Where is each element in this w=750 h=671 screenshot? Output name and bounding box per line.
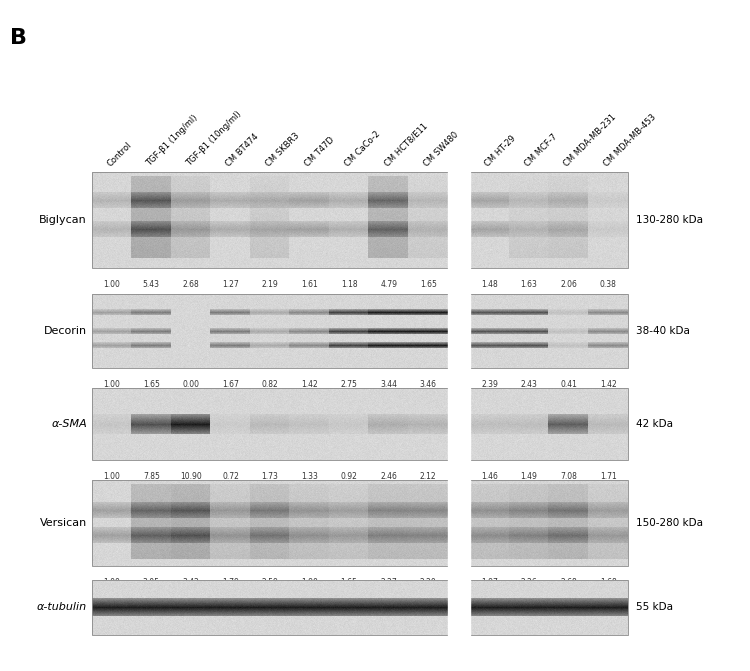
- Text: 1.65: 1.65: [420, 280, 436, 289]
- Text: 1.27: 1.27: [222, 280, 238, 289]
- Text: 1.33: 1.33: [302, 472, 318, 481]
- Text: 0.72: 0.72: [222, 472, 239, 481]
- Text: TGF-β1 (10ng/ml): TGF-β1 (10ng/ml): [184, 109, 243, 168]
- Text: 1.18: 1.18: [340, 280, 358, 289]
- Text: 1.00: 1.00: [104, 578, 120, 587]
- Bar: [92, 172, 628, 268]
- Text: 1.00: 1.00: [104, 472, 120, 481]
- Text: 0.00: 0.00: [182, 380, 200, 389]
- Text: α-tubulin: α-tubulin: [37, 603, 87, 613]
- Text: CM HT-29: CM HT-29: [483, 134, 518, 168]
- Text: CM T47D: CM T47D: [303, 135, 336, 168]
- Text: 1.61: 1.61: [302, 280, 318, 289]
- Text: 1.68: 1.68: [600, 578, 616, 587]
- Text: 2.19: 2.19: [262, 280, 278, 289]
- Text: 1.79: 1.79: [222, 578, 239, 587]
- Text: 7.85: 7.85: [143, 472, 160, 481]
- Text: 150-280 kDa: 150-280 kDa: [636, 518, 703, 528]
- Text: 3.46: 3.46: [420, 380, 436, 389]
- Text: Biglycan: Biglycan: [39, 215, 87, 225]
- Text: CM SW480: CM SW480: [422, 130, 460, 168]
- Text: 2.59: 2.59: [262, 578, 278, 587]
- Text: 1.73: 1.73: [262, 472, 278, 481]
- Text: 1.00: 1.00: [104, 380, 120, 389]
- Text: 1.49: 1.49: [520, 472, 538, 481]
- Text: 2.26: 2.26: [520, 578, 538, 587]
- Text: 2.46: 2.46: [380, 472, 397, 481]
- Bar: [92, 480, 628, 566]
- Text: 2.68: 2.68: [560, 578, 577, 587]
- Text: 1.97: 1.97: [481, 578, 498, 587]
- Text: 2.06: 2.06: [560, 280, 577, 289]
- Text: CM MDA-MB-231: CM MDA-MB-231: [562, 112, 618, 168]
- Text: 0.38: 0.38: [600, 280, 616, 289]
- Text: 2.43: 2.43: [520, 380, 538, 389]
- Text: 0.41: 0.41: [560, 380, 577, 389]
- Text: 1.67: 1.67: [222, 380, 239, 389]
- Bar: [92, 294, 628, 368]
- Text: CM HCT8/E11: CM HCT8/E11: [382, 121, 429, 168]
- Text: 0.92: 0.92: [340, 472, 358, 481]
- Text: 2.12: 2.12: [420, 472, 436, 481]
- Text: 1.65: 1.65: [340, 578, 358, 587]
- Text: 1.46: 1.46: [481, 472, 498, 481]
- Text: 1.42: 1.42: [302, 380, 318, 389]
- Text: 3.05: 3.05: [142, 578, 160, 587]
- Text: 42 kDa: 42 kDa: [636, 419, 673, 429]
- Text: 2.39: 2.39: [481, 380, 498, 389]
- Text: Versican: Versican: [40, 518, 87, 528]
- Text: TGF-β1 (1ng/ml): TGF-β1 (1ng/ml): [145, 113, 200, 168]
- Text: CM CaCo-2: CM CaCo-2: [343, 129, 382, 168]
- Text: 2.75: 2.75: [340, 380, 358, 389]
- Text: Control: Control: [106, 140, 134, 168]
- Text: 1.48: 1.48: [482, 280, 498, 289]
- Text: 2.68: 2.68: [182, 280, 200, 289]
- Text: 1.65: 1.65: [143, 380, 160, 389]
- Text: 1.63: 1.63: [520, 280, 538, 289]
- Text: CM MDA-MB-453: CM MDA-MB-453: [602, 112, 658, 168]
- Text: 3.42: 3.42: [182, 578, 200, 587]
- Text: Decorin: Decorin: [44, 326, 87, 336]
- Text: 1.42: 1.42: [600, 380, 616, 389]
- Text: CM BT474: CM BT474: [224, 132, 260, 168]
- Text: 1.90: 1.90: [302, 578, 318, 587]
- Text: 130-280 kDa: 130-280 kDa: [636, 215, 703, 225]
- Text: 0.82: 0.82: [262, 380, 278, 389]
- Text: α-SMA: α-SMA: [51, 419, 87, 429]
- Text: CM MCF-7: CM MCF-7: [523, 132, 559, 168]
- Text: 1.71: 1.71: [600, 472, 616, 481]
- Text: 4.79: 4.79: [380, 280, 398, 289]
- Bar: [92, 388, 628, 460]
- Text: CM SKBR3: CM SKBR3: [264, 131, 301, 168]
- Text: 10.90: 10.90: [180, 472, 202, 481]
- Text: 2.27: 2.27: [380, 578, 397, 587]
- Text: 1.00: 1.00: [104, 280, 120, 289]
- Text: 38-40 kDa: 38-40 kDa: [636, 326, 690, 336]
- Text: 3.44: 3.44: [380, 380, 398, 389]
- Text: 5.43: 5.43: [142, 280, 160, 289]
- Text: 7.08: 7.08: [560, 472, 577, 481]
- Text: 2.20: 2.20: [420, 578, 436, 587]
- Text: B: B: [10, 28, 27, 48]
- Bar: [92, 580, 628, 635]
- Text: 55 kDa: 55 kDa: [636, 603, 673, 613]
